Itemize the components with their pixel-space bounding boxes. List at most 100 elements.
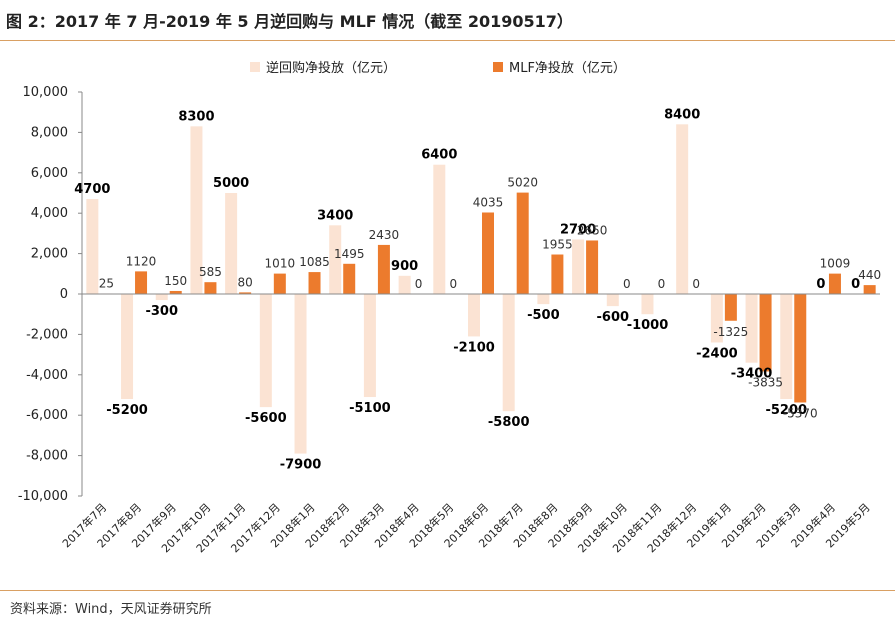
bars: [86, 124, 876, 454]
reverse-repo-label: 0: [851, 277, 860, 292]
reverse-repo-bar: [537, 294, 550, 305]
reverse-repo-bar: [641, 294, 654, 315]
reverse-repo-label: 8400: [664, 107, 700, 122]
y-tick-label: 10,000: [23, 85, 69, 100]
reverse-repo-bar: [572, 239, 585, 294]
mlf-bar: [204, 282, 217, 294]
reverse-repo-label: -2400: [696, 346, 738, 361]
y-tick-label: 4,000: [31, 206, 68, 221]
reverse-repo-label: 4700: [74, 182, 110, 197]
mlf-bar: [794, 294, 807, 403]
reverse-repo-bar: [606, 294, 619, 307]
mlf-bar: [273, 273, 286, 294]
mlf-label: 5020: [507, 176, 538, 190]
reverse-repo-bar: [433, 164, 446, 294]
mlf-label: 0: [623, 277, 631, 291]
reverse-repo-label: 5000: [213, 176, 249, 191]
y-tick-label: 6,000: [31, 166, 68, 181]
mlf-label: 80: [237, 275, 252, 289]
reverse-repo-label: 2700: [560, 222, 596, 237]
reverse-repo-label: 900: [391, 259, 418, 274]
reverse-repo-bar: [225, 193, 238, 294]
reverse-repo-label: -5100: [349, 401, 391, 416]
y-axis: 10,000 8,000 6,000 4,000 2,000 0 -2,000 -4,000 -…: [18, 85, 83, 504]
reverse-repo-bar: [745, 294, 758, 363]
y-tick-label: -10,000: [18, 489, 68, 504]
reverse-repo-label: 0: [816, 277, 825, 292]
y-tick-label: -6,000: [26, 408, 68, 423]
reverse-repo-bar: [363, 294, 376, 398]
reverse-repo-bar: [294, 294, 307, 454]
reverse-repo-bar: [780, 294, 793, 400]
mlf-bar: [516, 192, 529, 294]
mlf-label: 0: [658, 277, 666, 291]
mlf-label: 0: [692, 277, 700, 291]
y-tick-label: 2,000: [31, 247, 68, 262]
source-divider: [0, 590, 895, 591]
mlf-label: -1325: [713, 325, 748, 339]
legend: 逆回购净投放（亿元） MLF净投放（亿元）: [250, 60, 626, 76]
reverse-repo-bar: [329, 225, 342, 294]
legend-label-mlf: MLF净投放（亿元）: [509, 60, 626, 76]
reverse-repo-label: -5600: [245, 411, 287, 426]
reverse-repo-label: -600: [597, 310, 630, 325]
mlf-label: 1009: [820, 257, 851, 271]
mlf-label: 0: [449, 277, 457, 291]
mlf-label: -3835: [748, 375, 783, 389]
mlf-label: 4035: [473, 195, 504, 209]
mlf-label: 2650: [577, 223, 608, 237]
mlf-bar: [863, 285, 876, 294]
reverse-repo-bar: [468, 294, 480, 337]
reverse-repo-bar: [155, 294, 168, 301]
mlf-bar: [308, 272, 321, 294]
reverse-repo-label: 6400: [421, 148, 457, 163]
reverse-repo-bar: [86, 199, 99, 294]
reverse-repo-label: -5200: [765, 403, 807, 418]
mlf-label: 1120: [126, 254, 157, 268]
reverse-repo-label: -2100: [453, 340, 495, 355]
reverse-repo-label: -300: [145, 304, 178, 319]
mlf-label: 25: [99, 276, 114, 290]
mlf-bar: [169, 290, 182, 294]
y-tick-label: -8,000: [26, 449, 68, 464]
legend-swatch-mlf: [493, 62, 503, 72]
reverse-repo-label: -500: [527, 308, 560, 323]
reverse-repo-label: -3400: [731, 367, 773, 382]
mlf-label: 0: [415, 277, 423, 291]
chart-title: 图 2：2017 年 7 月-2019 年 5 月逆回购与 MLF 情况（截至 …: [6, 12, 573, 31]
mlf-label: -5370: [783, 406, 818, 420]
mlf-label: 2430: [369, 228, 400, 242]
reverse-repo-label: -1000: [627, 318, 669, 333]
reverse-repo-bar: [710, 294, 723, 343]
mlf-label: 1085: [299, 255, 330, 269]
reverse-repo-bar: [398, 275, 411, 294]
mlf-bar: [239, 292, 252, 294]
source-note: 资料来源：Wind，天风证券研究所: [10, 602, 212, 617]
y-tick-label: 8,000: [31, 125, 68, 140]
mlf-bar: [828, 273, 841, 294]
reverse-repo-bar: [190, 126, 203, 294]
mlf-label: 585: [199, 265, 222, 279]
reverse-repo-label: -7900: [280, 458, 322, 473]
mlf-bar: [586, 240, 599, 294]
reverse-repo-label: -5200: [106, 403, 148, 418]
y-tick-label: 0: [60, 287, 68, 302]
bar-chart: 10,000 8,000 6,000 4,000 2,000 0 -2,000 -4,000 -…: [18, 60, 881, 555]
reverse-repo-bar: [502, 294, 515, 412]
title-divider: [0, 40, 895, 41]
y-tick-label: -2,000: [26, 327, 68, 342]
mlf-label: 1955: [542, 238, 573, 252]
mlf-label: 440: [858, 268, 881, 282]
mlf-bar: [135, 271, 148, 294]
reverse-repo-label: 3400: [317, 208, 353, 223]
reverse-repo-label: 8300: [178, 109, 214, 124]
mlf-bar: [482, 212, 494, 294]
mlf-bar: [551, 254, 564, 294]
legend-swatch-reverse-repo: [250, 62, 260, 72]
mlf-bar: [724, 294, 737, 321]
mlf-bar: [377, 244, 390, 294]
legend-label-reverse-repo: 逆回购净投放（亿元）: [266, 60, 396, 76]
mlf-bar: [343, 263, 356, 294]
y-tick-label: -4,000: [26, 368, 68, 383]
reverse-repo-label: -5800: [488, 415, 530, 430]
